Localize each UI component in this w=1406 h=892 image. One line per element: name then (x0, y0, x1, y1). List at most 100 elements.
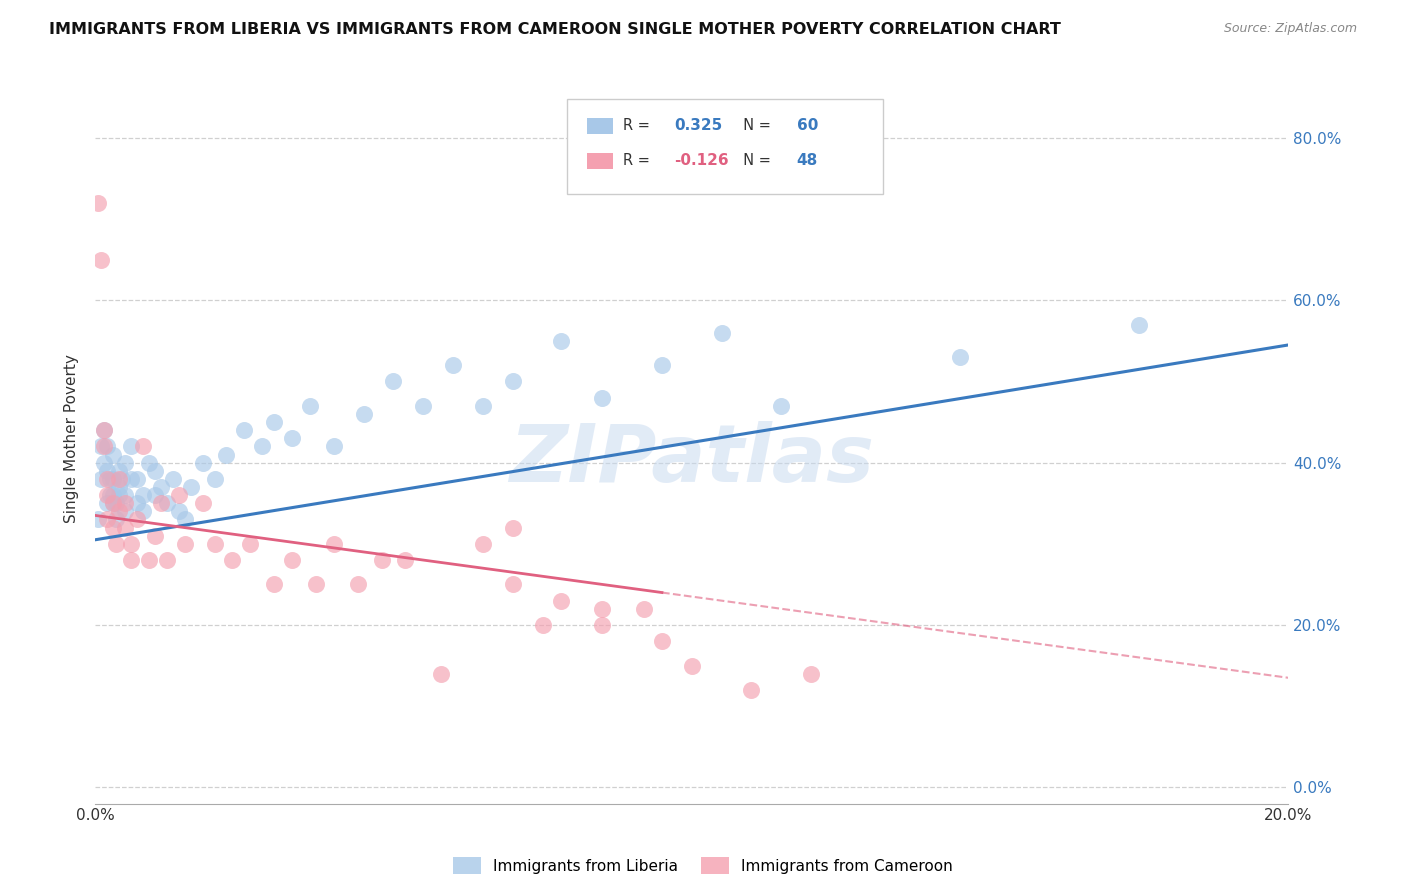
Point (90, 252, 112, 267)
Point (132, 504, 155, 518)
Point (111, 472, 134, 486)
Point (108, 488, 131, 502)
Text: R =: R = (623, 118, 654, 133)
Point (108, 480, 131, 494)
Point (114, 456, 136, 470)
Point (1128, 318, 1150, 332)
Point (353, 407, 375, 421)
Point (472, 537, 495, 551)
Point (156, 496, 179, 510)
Point (105, 537, 128, 551)
Point (93, 423, 115, 437)
Point (143, 488, 166, 502)
Point (105, 496, 128, 510)
Point (149, 480, 172, 494)
Point (550, 593, 572, 607)
Point (120, 553, 142, 567)
Point (114, 488, 136, 502)
Text: 0.325: 0.325 (673, 118, 723, 133)
Point (90, 439, 112, 453)
Point (98, 472, 121, 486)
Text: Source: ZipAtlas.com: Source: ZipAtlas.com (1223, 22, 1357, 36)
Point (125, 512, 148, 526)
Text: R =: R = (623, 153, 654, 169)
Point (472, 399, 495, 413)
Point (770, 399, 793, 413)
Point (143, 464, 166, 478)
Point (90, 472, 112, 486)
Point (191, 456, 214, 470)
Point (162, 472, 184, 486)
Point (132, 488, 155, 502)
Point (305, 577, 328, 591)
Point (96, 472, 118, 486)
FancyBboxPatch shape (586, 118, 613, 134)
Point (252, 439, 274, 453)
Point (382, 375, 405, 389)
Point (156, 553, 179, 567)
Point (108, 472, 131, 486)
Point (138, 456, 160, 470)
Point (263, 415, 285, 429)
Text: IMMIGRANTS FROM LIBERIA VS IMMIGRANTS FROM CAMEROON SINGLE MOTHER POVERTY CORREL: IMMIGRANTS FROM LIBERIA VS IMMIGRANTS FR… (49, 22, 1062, 37)
Point (96, 439, 118, 453)
Point (114, 520, 136, 534)
Point (281, 431, 304, 445)
Point (800, 666, 823, 681)
Point (263, 577, 285, 591)
Point (430, 666, 453, 681)
Point (591, 618, 613, 632)
Text: 60: 60 (797, 118, 818, 133)
Point (101, 488, 124, 502)
Point (96, 488, 118, 502)
Point (101, 496, 124, 510)
Point (550, 334, 572, 348)
Point (125, 496, 148, 510)
Point (96, 496, 118, 510)
Point (651, 634, 673, 648)
Point (108, 464, 131, 478)
Point (93, 423, 115, 437)
Point (173, 512, 195, 526)
Point (681, 658, 703, 673)
FancyBboxPatch shape (567, 98, 883, 194)
Text: N =: N = (734, 118, 775, 133)
Point (239, 537, 262, 551)
Point (298, 399, 321, 413)
Point (531, 618, 554, 632)
Point (281, 553, 304, 567)
Point (120, 439, 142, 453)
Point (502, 577, 524, 591)
Point (740, 683, 762, 698)
Point (87, 195, 110, 210)
Point (591, 391, 613, 405)
Point (502, 520, 524, 534)
Point (101, 448, 124, 462)
Point (105, 512, 128, 526)
Point (114, 504, 136, 518)
Point (167, 504, 190, 518)
Point (441, 358, 464, 372)
Point (96, 512, 118, 526)
Text: ZIPatlas: ZIPatlas (509, 421, 875, 500)
Point (149, 496, 172, 510)
Point (233, 423, 256, 437)
Point (98, 488, 121, 502)
Point (167, 488, 190, 502)
Point (101, 520, 124, 534)
Point (114, 496, 136, 510)
Point (120, 472, 142, 486)
Point (93, 439, 115, 453)
Point (394, 553, 416, 567)
Point (204, 537, 226, 551)
Point (412, 399, 434, 413)
Y-axis label: Single Mother Poverty: Single Mother Poverty (65, 354, 79, 523)
Point (322, 439, 344, 453)
Point (204, 472, 226, 486)
Point (651, 358, 673, 372)
Point (710, 326, 733, 340)
Point (215, 448, 238, 462)
Text: 48: 48 (797, 153, 818, 169)
Point (949, 350, 972, 364)
Point (502, 375, 524, 389)
